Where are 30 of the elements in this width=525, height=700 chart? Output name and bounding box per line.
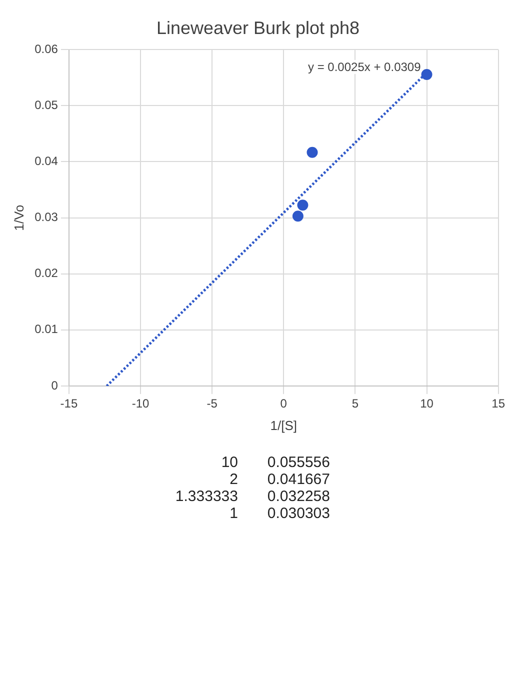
text: 10: [220, 454, 238, 471]
x-tick-label: -10: [132, 396, 150, 411]
x-tick-label: 10: [420, 396, 434, 411]
y-axis-title: 1/Vo: [11, 204, 26, 231]
text: 0.032258: [266, 488, 330, 505]
y-tick-label: 0.01: [34, 322, 58, 336]
y-tick-label: 0.04: [34, 154, 58, 168]
point: [306, 146, 318, 158]
point: [421, 69, 432, 80]
y-tick-label: 0.06: [34, 42, 58, 56]
text: 0.030303: [266, 505, 330, 522]
text: 2: [228, 471, 238, 488]
text: 1: [228, 505, 238, 522]
point: [297, 200, 308, 211]
text: 1.333333: [174, 488, 238, 505]
x-axis-title: 1/[S]: [270, 418, 298, 433]
text: 0.055556: [266, 454, 330, 471]
point: [292, 210, 304, 222]
y-tick-label: 0: [51, 378, 58, 392]
text: 0.041667: [266, 471, 330, 488]
x-tick-label: 15: [492, 396, 506, 411]
x-tick-label: -5: [206, 396, 218, 411]
y-tick-label: 0.02: [34, 266, 58, 280]
x-tick-label: 5: [352, 396, 359, 411]
x-tick-label: 0: [280, 396, 288, 411]
chart-title: Lineweaver Burk plot ph8: [156, 18, 360, 38]
y-tick-label: 0.05: [34, 98, 58, 112]
y-tick-label: 0.03: [34, 210, 58, 224]
x-tick-label: -15: [60, 396, 78, 411]
annotation: y = 0.0025x + 0.0309: [308, 60, 421, 74]
